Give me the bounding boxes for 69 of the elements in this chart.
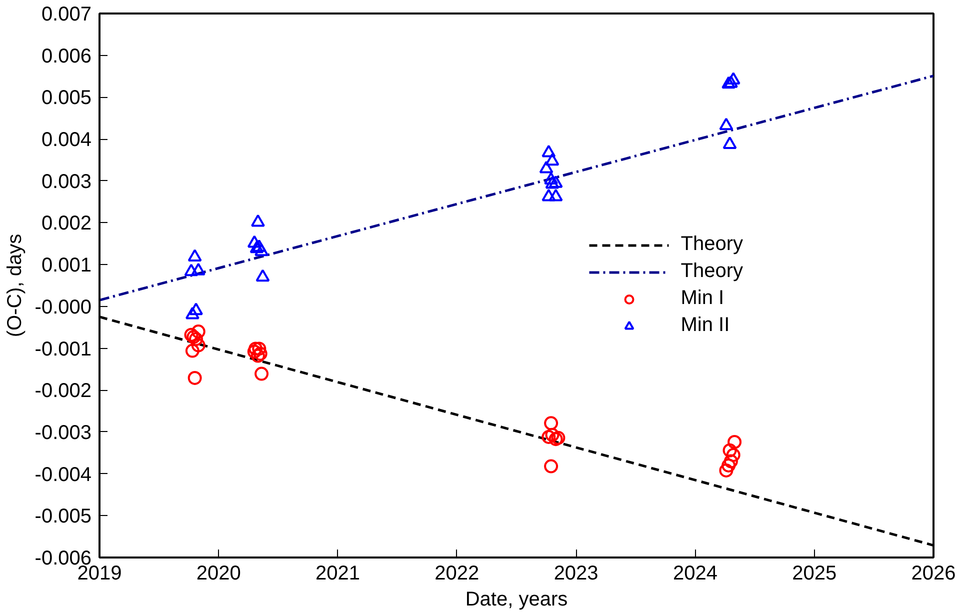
point [542,188,556,202]
point [545,153,560,166]
point [188,249,202,262]
y-tick-label: 0.007 [41,4,92,26]
point [726,72,740,84]
point [548,432,563,446]
x-axis-title: Date, years [465,588,568,610]
point [250,348,265,363]
point [250,240,264,254]
point [551,430,566,445]
y-axis-title: (O-C), days [4,234,26,338]
point [247,344,262,359]
point [256,269,270,282]
point [545,428,560,442]
point [191,324,206,339]
x-tick-label: 2023 [554,562,598,584]
point [726,448,740,462]
y-tick-label: -0.004 [34,464,92,486]
point [185,306,200,320]
point [722,443,737,458]
point [724,454,738,468]
point [542,430,556,444]
y-tick-label: 0.002 [41,212,92,235]
point [191,262,206,276]
y-tick-label: 0.005 [41,87,92,110]
point [189,332,204,346]
point [728,435,742,449]
point [189,302,204,316]
point [548,188,563,202]
point [247,235,262,248]
legend-label: Theory [680,260,743,283]
point [250,214,265,227]
y-tick-label: -0.002 [34,380,92,402]
point [544,459,558,474]
x-tick-label: 2024 [672,562,718,584]
legend-label: Theory [680,233,743,256]
y-tick-label: 0.001 [41,254,92,277]
point [544,416,558,430]
y-tick-label: -0.000 [34,296,92,318]
point [719,118,734,130]
point [542,144,556,158]
point [252,342,266,356]
point [191,338,206,352]
x-tick-label: 2025 [792,562,837,584]
point [545,176,560,189]
y-tick-label: -0.005 [34,506,92,528]
point [722,458,736,472]
point [548,175,563,188]
y-tick-label: 0.006 [41,45,92,68]
point [254,366,269,381]
point [188,370,202,385]
y-tick-label: -0.003 [34,422,92,444]
point [539,160,554,174]
point [184,328,198,342]
y-tick-label: -0.001 [34,338,92,360]
y-tick-label: 0.004 [41,129,92,152]
x-tick-label: 2022 [434,562,480,584]
point [719,463,734,478]
point [184,264,198,276]
x-tick-label: 2020 [196,562,241,584]
x-tick-label: 2026 [911,562,956,584]
point [185,344,200,358]
legend-label: Min I [680,287,724,310]
y-tick-label: 0.003 [41,170,92,193]
legend-label: Min II [680,314,730,337]
point [544,172,558,185]
x-tick-label: 2021 [316,562,360,584]
point [254,244,269,256]
point [722,136,737,149]
